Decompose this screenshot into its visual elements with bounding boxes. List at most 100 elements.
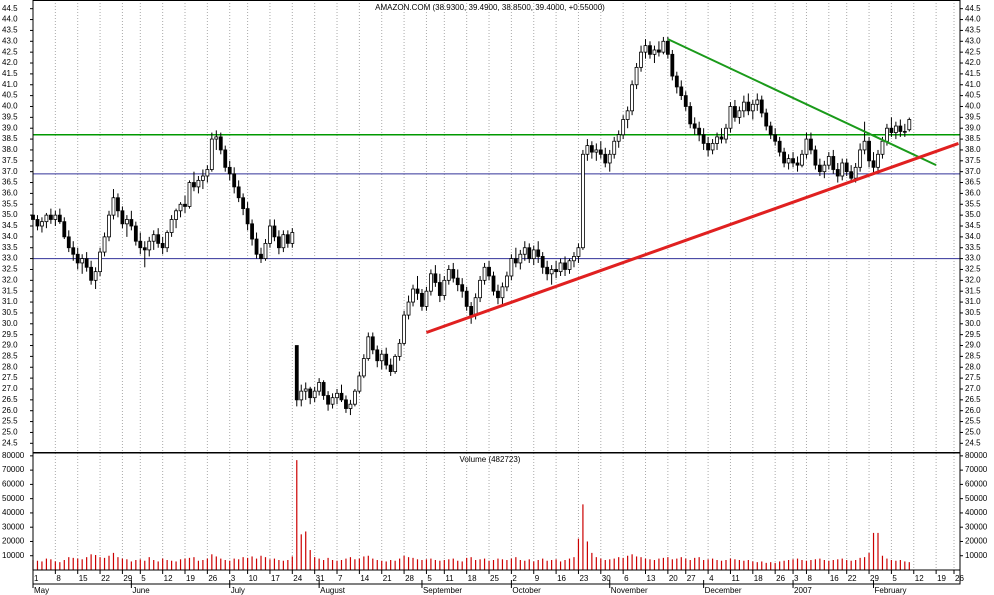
y-tick-label: 28.0	[2, 362, 18, 371]
candle-body	[312, 390, 317, 399]
x-tick-label: 21	[383, 574, 392, 583]
candle-body	[165, 232, 170, 249]
volume-bar	[774, 562, 776, 570]
y-tick-label-right: 42.0	[965, 58, 981, 67]
volume-bar	[653, 560, 656, 570]
volume-bar	[45, 558, 48, 570]
candle-body	[227, 166, 232, 175]
volume-bar	[349, 557, 352, 570]
y-tick-label-right: 38.5	[965, 134, 981, 143]
volume-bar	[121, 558, 124, 570]
candle-body	[777, 140, 782, 153]
y-tick-label: 42.5	[2, 47, 18, 56]
volume-bar	[725, 560, 727, 570]
candle-body	[330, 397, 335, 405]
volume-bar	[528, 559, 530, 570]
candle-body	[639, 51, 643, 68]
volume-bar	[694, 557, 696, 570]
volume-bar	[327, 557, 329, 570]
candle-body	[737, 110, 742, 118]
volume-bar	[649, 559, 651, 570]
candle-body	[102, 236, 107, 253]
x-tick-label: 2	[512, 574, 517, 583]
candle-body	[576, 247, 581, 257]
candle-body	[268, 225, 272, 244]
y-tick-label: 33.5	[2, 243, 18, 252]
candle-body	[657, 49, 661, 53]
candle-body	[98, 251, 102, 273]
candle-body	[469, 306, 474, 316]
candle-body	[366, 336, 371, 359]
x-tick-label: 12	[915, 574, 924, 583]
volume-bar	[904, 561, 906, 570]
candle-body	[670, 53, 675, 77]
y-tick-label: 41.0	[2, 80, 18, 89]
x-tick-label: 22	[848, 574, 857, 583]
candle-body	[741, 101, 746, 112]
y-tick-label-right: 10000	[965, 551, 988, 560]
y-tick-label-right: 36.5	[965, 178, 981, 187]
month-label: July	[231, 586, 245, 595]
volume-bar	[533, 561, 535, 570]
volume-bar	[54, 561, 56, 570]
volume-bar	[685, 558, 687, 570]
volume-bar	[94, 555, 97, 570]
volume-bar	[604, 560, 606, 570]
y-tick-label-right: 39.5	[965, 112, 981, 121]
y-tick-label-right: 26.0	[965, 406, 981, 415]
volume-bar	[711, 558, 714, 570]
volume-bar	[510, 558, 512, 570]
candle-body	[688, 106, 693, 125]
volume-bar	[501, 559, 504, 570]
y-tick-label: 39.5	[2, 112, 18, 121]
volume-bar	[689, 560, 691, 570]
volume-bar	[233, 558, 235, 570]
volume-bar	[483, 558, 486, 570]
x-tick-label: 29	[123, 574, 132, 583]
volume-bar	[112, 552, 115, 570]
candle-body	[187, 182, 192, 207]
candle-body	[665, 40, 670, 55]
volume-bar	[251, 556, 253, 570]
x-tick-label: 27	[687, 574, 696, 583]
candle-body	[370, 336, 375, 351]
candle-body	[768, 125, 773, 136]
candle-body	[375, 349, 380, 362]
volume-bar	[515, 557, 517, 570]
candle-body	[361, 358, 366, 377]
candle-body	[531, 249, 536, 259]
candle-body	[885, 127, 889, 142]
candle-body	[464, 290, 469, 307]
volume-bar	[81, 559, 83, 570]
volume-bar	[260, 555, 262, 570]
volume-bar	[644, 558, 647, 570]
candle-body	[35, 219, 40, 227]
volume-bar	[546, 560, 548, 570]
volume-bar	[519, 560, 521, 570]
candle-body	[697, 127, 702, 136]
candle-body	[48, 214, 53, 220]
volume-bar	[179, 559, 182, 570]
candle-body	[455, 277, 460, 286]
candle-body	[339, 392, 344, 401]
volume-bar	[443, 560, 445, 570]
candle-body	[299, 390, 304, 401]
candle-body	[835, 169, 840, 177]
y-tick-label: 26.0	[2, 406, 18, 415]
candle-body	[142, 247, 147, 251]
candle-body	[862, 140, 867, 151]
candle-body	[518, 253, 523, 264]
chart-title: AMAZON.COM (38.9300, 39.4900, 38.8500, 3…	[375, 3, 605, 12]
y-tick-label-right: 44.5	[965, 4, 981, 13]
volume-bar	[908, 562, 910, 570]
y-tick-label-right: 43.0	[965, 36, 981, 45]
volume-bar	[425, 559, 428, 570]
y-tick-label: 31.5	[2, 286, 18, 295]
x-tick-label: 26	[776, 574, 785, 583]
candle-body	[241, 197, 246, 210]
volume-bar	[90, 554, 92, 570]
candle-body	[795, 162, 800, 166]
volume-bar	[385, 561, 387, 570]
volume-bar	[340, 560, 343, 570]
